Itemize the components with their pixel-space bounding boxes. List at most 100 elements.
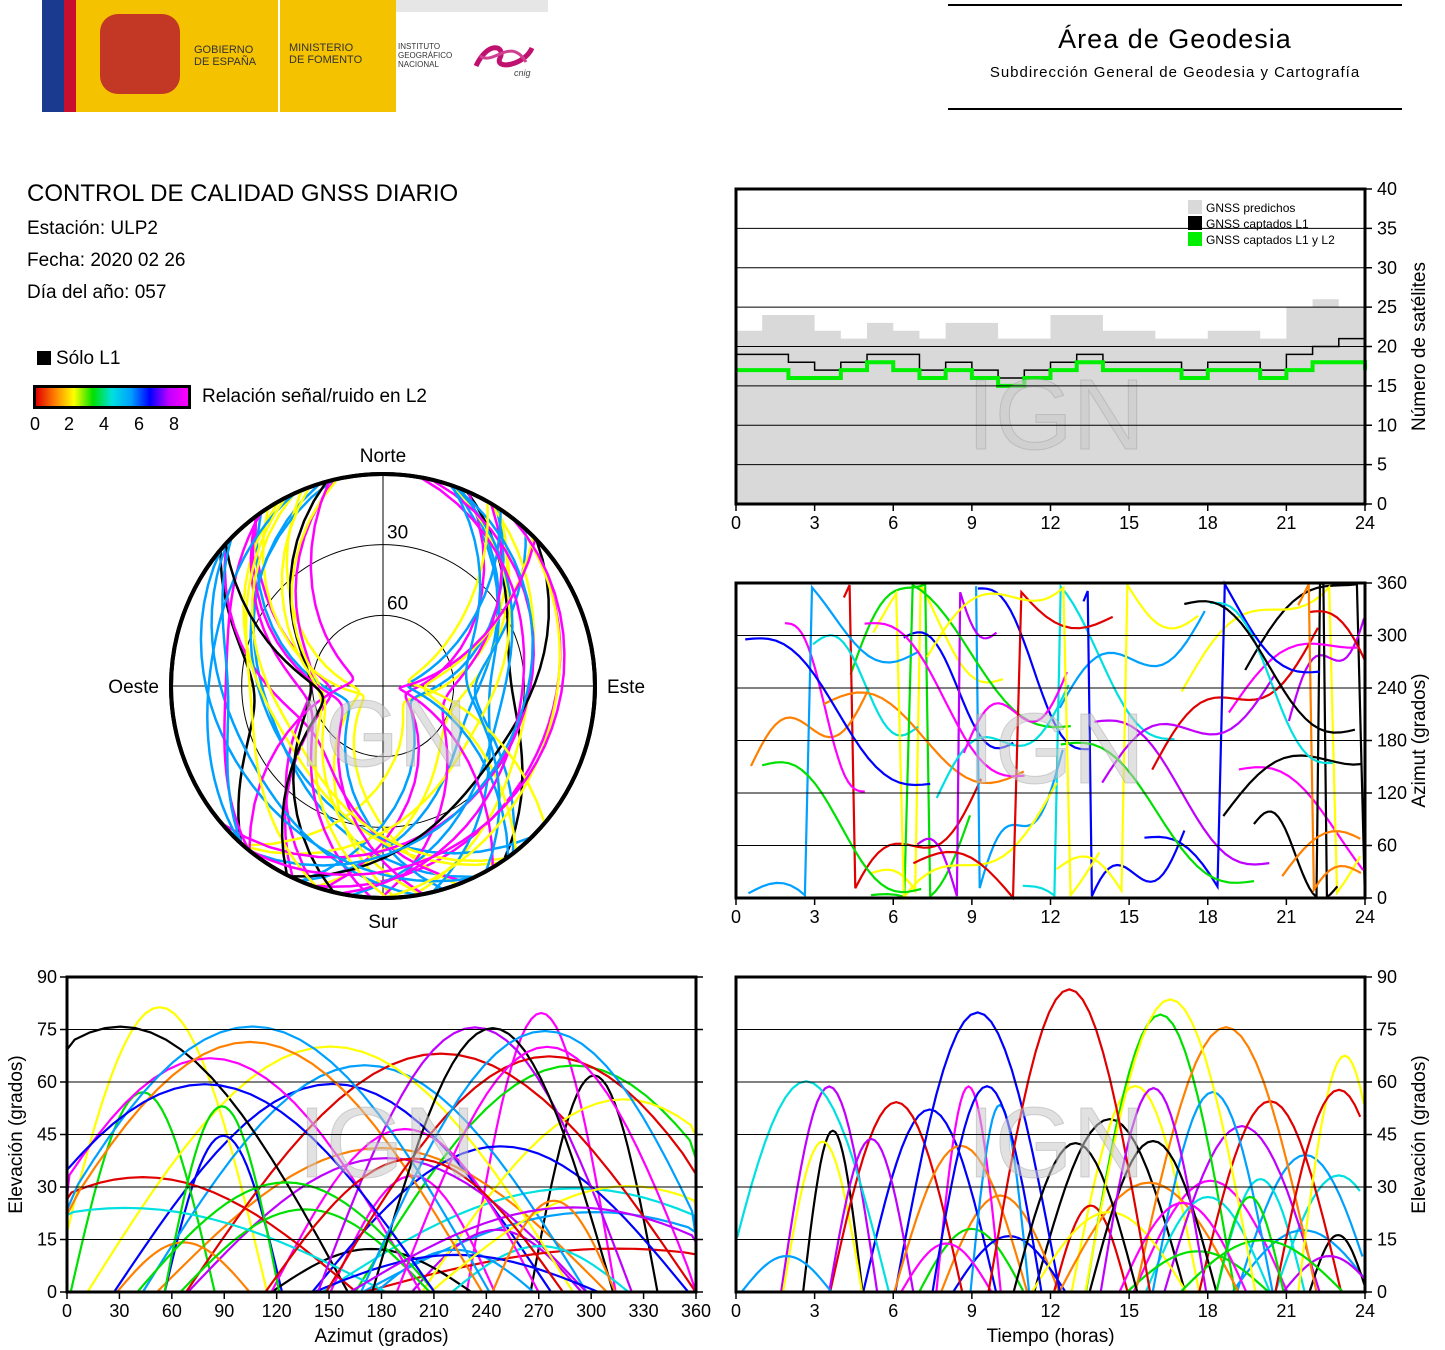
elevation-time-track [940,1194,1061,1293]
elevation-time-track [1118,1201,1248,1293]
elevation-time-track [1012,1141,1139,1293]
legend-swatch [1188,200,1202,214]
ign-line2: GEOGRÁFICO [398,51,453,60]
ign-logo-text: INSTITUTO GEOGRÁFICO NACIONAL [398,42,452,69]
satellite-track [383,519,562,900]
elevation-time-track [1297,1054,1366,1293]
x-tick-label: 21 [1276,513,1296,533]
x-tick-label: 24 [1355,1301,1375,1321]
snr-colorbar [33,385,191,409]
x-tick-label: 21 [1276,1301,1296,1321]
satellite-track [220,478,535,859]
elevation-time-track [1134,1026,1318,1293]
elevation-time-track [1215,1195,1285,1293]
y-tick-label: 30 [1377,258,1397,278]
plot-frame [734,975,1367,1294]
satellite-track [407,501,546,824]
x-tick-label: 3 [810,1301,820,1321]
y-tick-label: 60 [1377,836,1397,856]
elevation-time-track [931,1085,1043,1293]
elevation-time-track [918,1227,1025,1293]
elevation-time-track [1231,1229,1364,1293]
x-tick-label: 60 [162,1301,182,1321]
y-tick-label: 360 [1377,573,1407,593]
elevation-azimuth-track [316,1026,633,1293]
x-tick-label: 9 [967,1301,977,1321]
ign-watermark: IGN [299,681,468,787]
elevation-time-track [1088,1139,1218,1293]
min-line1: MINISTERIO [289,42,354,54]
colorbar-tick: 8 [169,414,180,434]
azimuth-track [977,587,1090,751]
west-label: Oeste [108,677,159,698]
satellite-track [210,540,418,897]
ign-watermark: IGN [298,1087,476,1199]
y-tick-label: 0 [1377,888,1387,908]
y-tick-label: 10 [1377,415,1397,435]
satellite-track [243,508,509,847]
satellite-track [350,485,514,897]
y-tick-label: 30 [1377,1177,1397,1197]
x-tick-label: 18 [1198,1301,1218,1321]
elevation-azimuth-track [529,1074,659,1293]
predicted-area [736,299,1365,504]
elevation-time-track [1235,1153,1364,1293]
y-tick-label: 75 [1377,1020,1397,1040]
y-axis-label: Número de satélites [1409,262,1430,431]
elevation-azimuth-track [86,1045,575,1293]
plot-frame [734,581,1367,900]
y-tick-label: 5 [1377,455,1387,475]
doy-text: Día del año: 057 [27,282,167,303]
y-tick-label: 35 [1377,218,1397,238]
colorbar-tick: 0 [30,414,41,434]
elevation-azimuth-track [329,1174,496,1293]
elevation-azimuth-track [65,1006,269,1293]
satellite-track [248,517,566,877]
date-text: Fecha: 2020 02 26 [27,250,186,271]
elevation-time-track [740,1254,833,1293]
elevation-azimuth-track [179,1208,431,1293]
skyplot-border [169,472,597,900]
ring-label: 60 [387,593,408,614]
north-label: Norte [360,446,406,467]
x-tick-label: 6 [888,907,898,927]
satellite-track [288,481,335,893]
elevation-time-track [1151,1090,1274,1293]
satellite-track [473,529,527,854]
ign-line1: INSTITUTO [398,42,441,51]
satellite-track [206,492,296,844]
satellite-track [250,492,507,863]
azimuth-track [871,584,1004,895]
satellite-track [299,506,505,883]
x-tick-label: 6 [888,513,898,533]
elevation-azimuth-track [375,1248,535,1293]
x-tick-label: 15 [1119,513,1139,533]
x-axis-label: Tiempo (horas) [986,1326,1114,1347]
y-tick-label: 40 [1377,179,1397,199]
elevation-time-track [1099,1086,1208,1293]
azimuth-track [1308,610,1366,661]
azimuth-track [750,688,870,767]
azimuth-track [1058,610,1206,709]
x-tick-label: 0 [731,907,741,927]
y-tick-label: 0 [1377,1282,1387,1302]
x-tick-label: 6 [888,1301,898,1321]
legend-swatch [1188,232,1202,246]
ign-watermark: IGN [967,1087,1145,1199]
gov-line1: GOBIERNO [194,44,254,56]
satellite-track [224,543,325,876]
y-tick-label: 240 [1377,678,1407,698]
x-tick-label: 300 [576,1301,606,1321]
satellite-track [248,480,355,851]
elevation-time-track [987,988,1152,1293]
min-line2: DE FOMENTO [289,54,363,66]
legend-label: GNSS captados L1 y L2 [1206,233,1335,247]
elevation-time-track [862,1108,998,1293]
elevation-azimuth-track [163,1105,281,1293]
satellite-track [380,503,503,899]
x-tick-label: 270 [524,1301,554,1321]
x-tick-label: 0 [62,1301,72,1321]
x-tick-label: 330 [629,1301,659,1321]
azimuth-time-chart: IGN 0 60 120 180 240 300 360 0 3 6 9 12 15 18 21 24 Azimu… [731,573,1430,927]
